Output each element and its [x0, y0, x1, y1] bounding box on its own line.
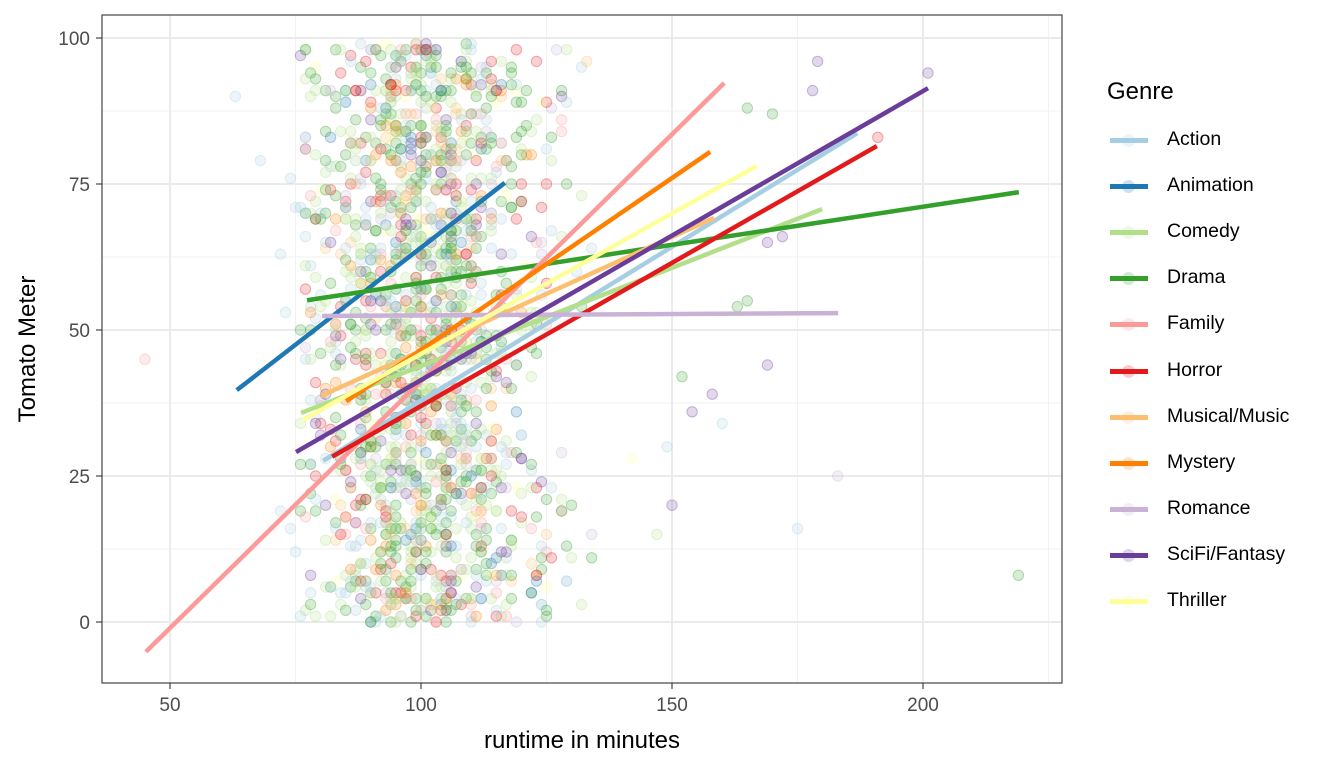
legend-item-musical-music: Musical/Music	[1090, 398, 1340, 438]
legend-label: Action	[1167, 128, 1222, 150]
fit-line-thriller	[301, 163, 758, 422]
legend-item-animation: Animation	[1090, 167, 1340, 207]
legend-point-icon	[1122, 318, 1135, 332]
legend-item-drama: Drama	[1090, 259, 1340, 299]
legend-label: Animation	[1167, 174, 1254, 197]
x-axis-title: runtime in minutes	[484, 727, 680, 754]
data-points	[139, 38, 1025, 628]
fit-line-family	[144, 81, 726, 654]
x-tick-label: 200	[907, 695, 939, 716]
y-tick-label: 0	[79, 613, 90, 634]
legend-point-icon	[1122, 456, 1135, 470]
x-tick-label: 100	[405, 695, 437, 716]
legend-point-icon	[1122, 134, 1135, 147]
legend-label: Thriller	[1167, 589, 1227, 611]
regression-lines	[144, 81, 1020, 654]
legend-item-action: Action	[1090, 121, 1340, 161]
legend-point-icon	[1122, 502, 1135, 516]
legend-key-swatch	[1110, 138, 1148, 143]
legend-point-icon	[1122, 180, 1135, 194]
legend-item-mystery: Mystery	[1090, 444, 1340, 484]
y-tick-label: 50	[69, 321, 90, 342]
fit-line-scifi-fantasy	[294, 86, 930, 455]
legend-item-romance: Romance	[1090, 490, 1340, 530]
legend-key-swatch	[1110, 184, 1148, 190]
legend-point-icon	[1122, 226, 1135, 240]
x-tick-label: 50	[159, 695, 180, 716]
legend-item-horror: Horror	[1090, 352, 1340, 392]
y-tick-label: 100	[58, 29, 90, 50]
fit-line-romance	[322, 310, 839, 319]
legend-label: Comedy	[1167, 220, 1240, 243]
legend-key-swatch	[1110, 599, 1148, 604]
legend-item-thriller: Thriller	[1090, 582, 1340, 622]
legend-point-icon	[1122, 364, 1135, 378]
y-tick-label: 75	[69, 175, 90, 196]
x-tick-label: 150	[656, 695, 688, 716]
legend-label: Musical/Music	[1167, 404, 1290, 427]
fit-line-comedy	[300, 207, 823, 416]
legend-point-icon	[1122, 272, 1135, 286]
fit-line-drama	[306, 189, 1020, 303]
axis-ticks: 50 100 150 200 0 25 50 75 100	[58, 29, 939, 716]
legend-key-swatch	[1110, 276, 1148, 282]
legend-label: Mystery	[1167, 450, 1236, 473]
legend-key-swatch	[1110, 414, 1148, 420]
legend-key-swatch	[1110, 506, 1148, 512]
legend-key-swatch	[1110, 552, 1148, 558]
y-axis-title: Tomato Meter	[14, 276, 41, 423]
legend-item-family: Family	[1090, 305, 1340, 345]
y-tick-label: 25	[69, 467, 90, 488]
fit-line-animation	[235, 181, 507, 392]
fit-line-action	[321, 131, 859, 463]
grid-lines	[102, 15, 1062, 683]
legend-key-swatch	[1110, 368, 1148, 374]
legend-label: Horror	[1167, 358, 1223, 381]
legend-point-icon	[1122, 595, 1135, 608]
panel-border	[101, 14, 1063, 684]
fit-line-horror	[331, 144, 878, 459]
legend-label: Drama	[1167, 266, 1226, 289]
legend-key-swatch	[1110, 460, 1148, 466]
legend-item-comedy: Comedy	[1090, 213, 1340, 253]
legend-point-icon	[1122, 548, 1135, 562]
legend-title: Genre	[1107, 78, 1174, 105]
legend-label: Family	[1167, 312, 1225, 335]
legend-label: Romance	[1167, 496, 1251, 519]
legend-point-icon	[1122, 410, 1135, 424]
legend-item-scifi-fantasy: SciFi/Fantasy	[1090, 536, 1340, 576]
legend-label: SciFi/Fantasy	[1167, 542, 1286, 565]
legend-key-swatch	[1110, 230, 1148, 236]
legend-key-swatch	[1110, 322, 1148, 328]
